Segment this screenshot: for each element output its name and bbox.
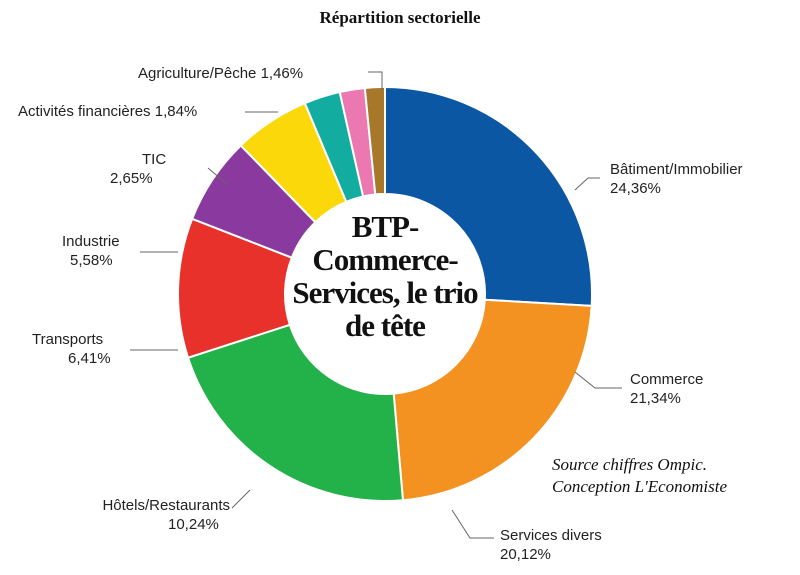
center-line: Services, le trio xyxy=(292,275,478,310)
leader-line xyxy=(231,489,251,509)
label-commerce: Commerce 21,34% xyxy=(630,371,704,407)
label-finance: Activités financières 1,84% xyxy=(18,103,198,120)
label-batiment: Bâtiment/Immobilier 24,36% xyxy=(610,161,743,197)
leader-line xyxy=(207,167,229,186)
center-text: BTP- Commerce- Services, le trio de tête xyxy=(285,210,485,342)
label-agriculture: Agriculture/Pêche 1,46% xyxy=(138,65,304,82)
chart-title: Répartition sectorielle xyxy=(319,8,481,27)
label-services: Services divers 20,12% xyxy=(500,527,602,563)
label-transports: Transports 6,41% xyxy=(32,331,111,367)
leader-line xyxy=(451,509,494,539)
label-tic: TIC 2,65% xyxy=(110,151,167,187)
leader-line xyxy=(574,177,600,191)
label-hotels: Hôtels/Restaurants 10,24% xyxy=(102,497,230,533)
leader-line xyxy=(368,71,383,90)
source-note: Source chiffres Ompic. Conception L'Econ… xyxy=(552,455,728,496)
label-industrie: Industrie 5,58% xyxy=(62,233,120,269)
leader-line xyxy=(574,371,622,389)
center-line: BTP- xyxy=(351,209,420,244)
center-line: de tête xyxy=(345,308,426,343)
donut-hole xyxy=(285,194,485,394)
center-line: Commerce- xyxy=(312,242,458,277)
